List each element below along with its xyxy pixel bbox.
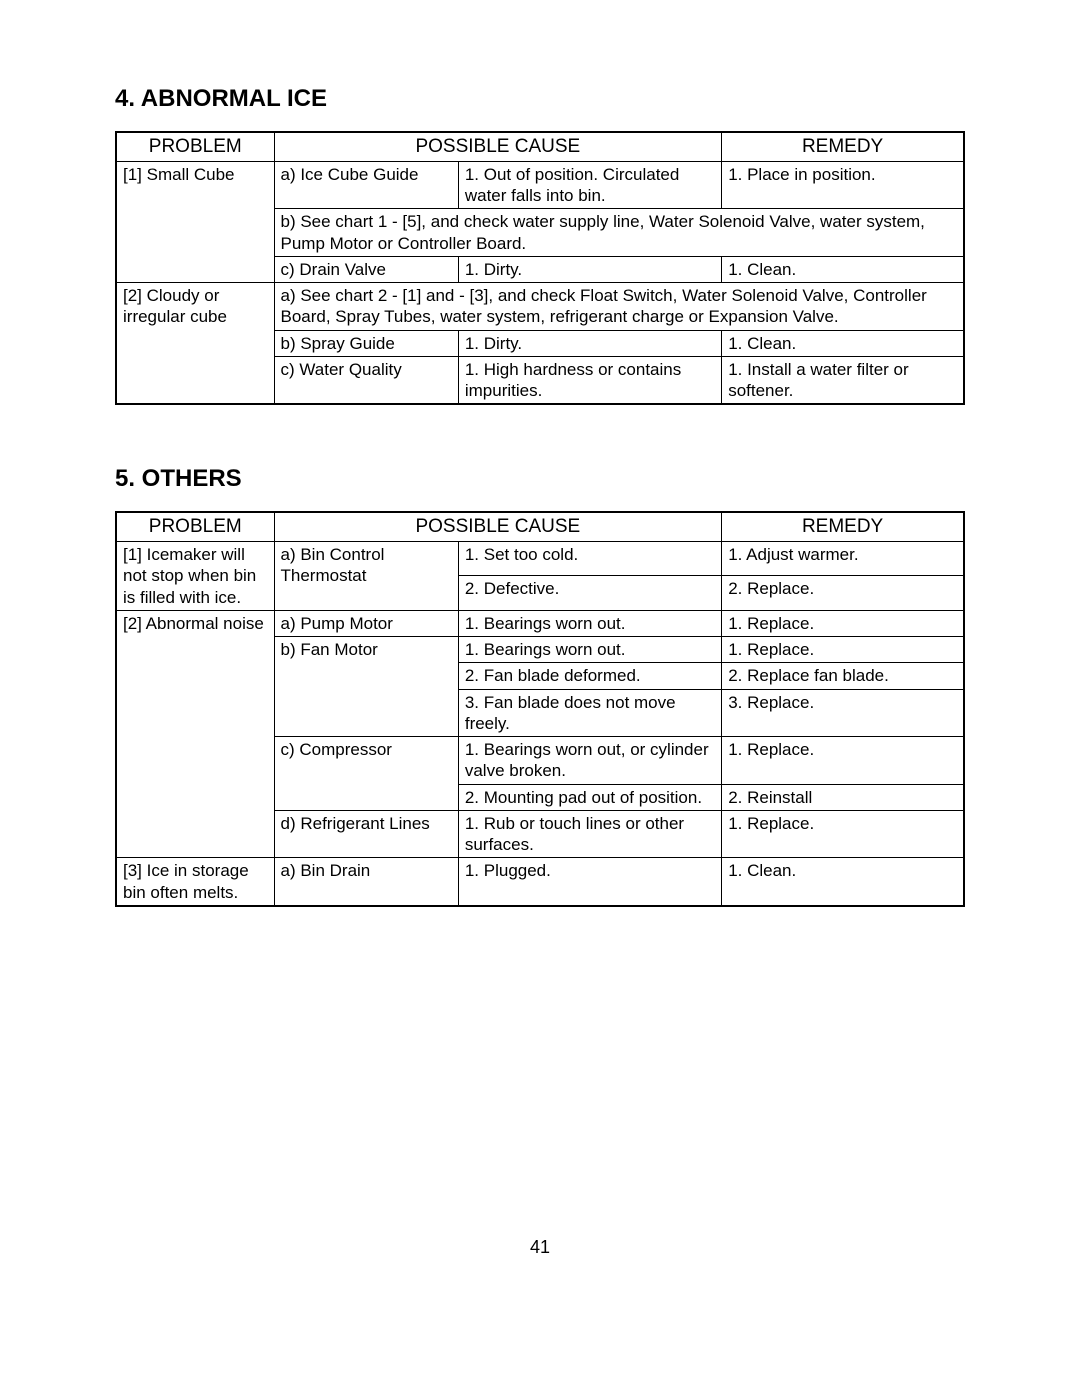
cause-cell: a) Pump Motor xyxy=(274,610,458,636)
remedy-cell: 2. Replace fan blade. xyxy=(722,663,964,689)
cause-cell: 3. Fan blade does not move freely. xyxy=(458,689,721,737)
remedy-cell: 1. Install a water filter or softener. xyxy=(722,356,964,404)
cause-cell: b) See chart 1 - [5], and check water su… xyxy=(274,209,964,257)
cause-cell: b) Spray Guide xyxy=(274,330,458,356)
remedy-cell: 1. Clean. xyxy=(722,256,964,282)
cause-cell: 1. Plugged. xyxy=(458,858,721,906)
cause-cell: 1. Dirty. xyxy=(458,330,721,356)
cause-cell: 2. Defective. xyxy=(458,576,721,610)
problem-cell: [1] Icemaker will not stop when bin is f… xyxy=(116,542,274,611)
problem-cell: [2] Abnormal noise xyxy=(116,610,274,858)
col-remedy: REMEDY xyxy=(722,512,964,541)
table-row: [2] Cloudy or irregular cube a) See char… xyxy=(116,283,964,331)
cause-cell: 1. Bearings worn out. xyxy=(458,637,721,663)
cause-cell: a) See chart 2 - [1] and - [3], and chec… xyxy=(274,283,964,331)
table-header-row: PROBLEM POSSIBLE CAUSE REMEDY xyxy=(116,512,964,541)
cause-cell: 1. High hardness or contains impurities. xyxy=(458,356,721,404)
cause-cell: 1. Set too cold. xyxy=(458,542,721,576)
cause-cell: 1. Out of position. Circulated water fal… xyxy=(458,161,721,209)
table-row: [1] Icemaker will not stop when bin is f… xyxy=(116,542,964,576)
cause-cell: 1. Rub or touch lines or other surfaces. xyxy=(458,810,721,858)
problem-cell: [3] Ice in storage bin often melts. xyxy=(116,858,274,906)
remedy-cell: 2. Reinstall xyxy=(722,784,964,810)
cause-cell: c) Compressor xyxy=(274,737,458,811)
abnormal-ice-table: PROBLEM POSSIBLE CAUSE REMEDY [1] Small … xyxy=(115,131,965,405)
cause-cell: c) Water Quality xyxy=(274,356,458,404)
remedy-cell: 1. Replace. xyxy=(722,610,964,636)
remedy-cell: 1. Place in position. xyxy=(722,161,964,209)
col-problem: PROBLEM xyxy=(116,512,274,541)
cause-cell: 1. Bearings worn out, or cylinder valve … xyxy=(458,737,721,785)
cause-cell: 2. Fan blade deformed. xyxy=(458,663,721,689)
problem-cell: [1] Small Cube xyxy=(116,161,274,282)
table-header-row: PROBLEM POSSIBLE CAUSE REMEDY xyxy=(116,132,964,161)
cause-cell: c) Drain Valve xyxy=(274,256,458,282)
cause-cell: 2. Mounting pad out of position. xyxy=(458,784,721,810)
col-cause: POSSIBLE CAUSE xyxy=(274,512,722,541)
remedy-cell: 1. Replace. xyxy=(722,810,964,858)
cause-cell: a) Ice Cube Guide xyxy=(274,161,458,209)
cause-cell: a) Bin Drain xyxy=(274,858,458,906)
remedy-cell: 2. Replace. xyxy=(722,576,964,610)
remedy-cell: 1. Clean. xyxy=(722,858,964,906)
section4-heading: 4. ABNORMAL ICE xyxy=(115,85,965,113)
cause-cell: a) Bin Control Thermostat xyxy=(274,542,458,611)
section5-heading: 5. OTHERS xyxy=(115,465,965,493)
cause-cell: b) Fan Motor xyxy=(274,637,458,737)
cause-cell: 1. Dirty. xyxy=(458,256,721,282)
remedy-cell: 3. Replace. xyxy=(722,689,964,737)
table-row: [1] Small Cube a) Ice Cube Guide 1. Out … xyxy=(116,161,964,209)
col-problem: PROBLEM xyxy=(116,132,274,161)
page-number: 41 xyxy=(115,1237,965,1258)
remedy-cell: 1. Clean. xyxy=(722,330,964,356)
col-cause: POSSIBLE CAUSE xyxy=(274,132,722,161)
remedy-cell: 1. Replace. xyxy=(722,637,964,663)
col-remedy: REMEDY xyxy=(722,132,964,161)
cause-cell: d) Refrigerant Lines xyxy=(274,810,458,858)
cause-cell: 1. Bearings worn out. xyxy=(458,610,721,636)
others-table: PROBLEM POSSIBLE CAUSE REMEDY [1] Icemak… xyxy=(115,511,965,907)
problem-cell: [2] Cloudy or irregular cube xyxy=(116,283,274,405)
remedy-cell: 1. Replace. xyxy=(722,737,964,785)
table-row: [3] Ice in storage bin often melts. a) B… xyxy=(116,858,964,906)
table-row: [2] Abnormal noise a) Pump Motor 1. Bear… xyxy=(116,610,964,636)
remedy-cell: 1. Adjust warmer. xyxy=(722,542,964,576)
